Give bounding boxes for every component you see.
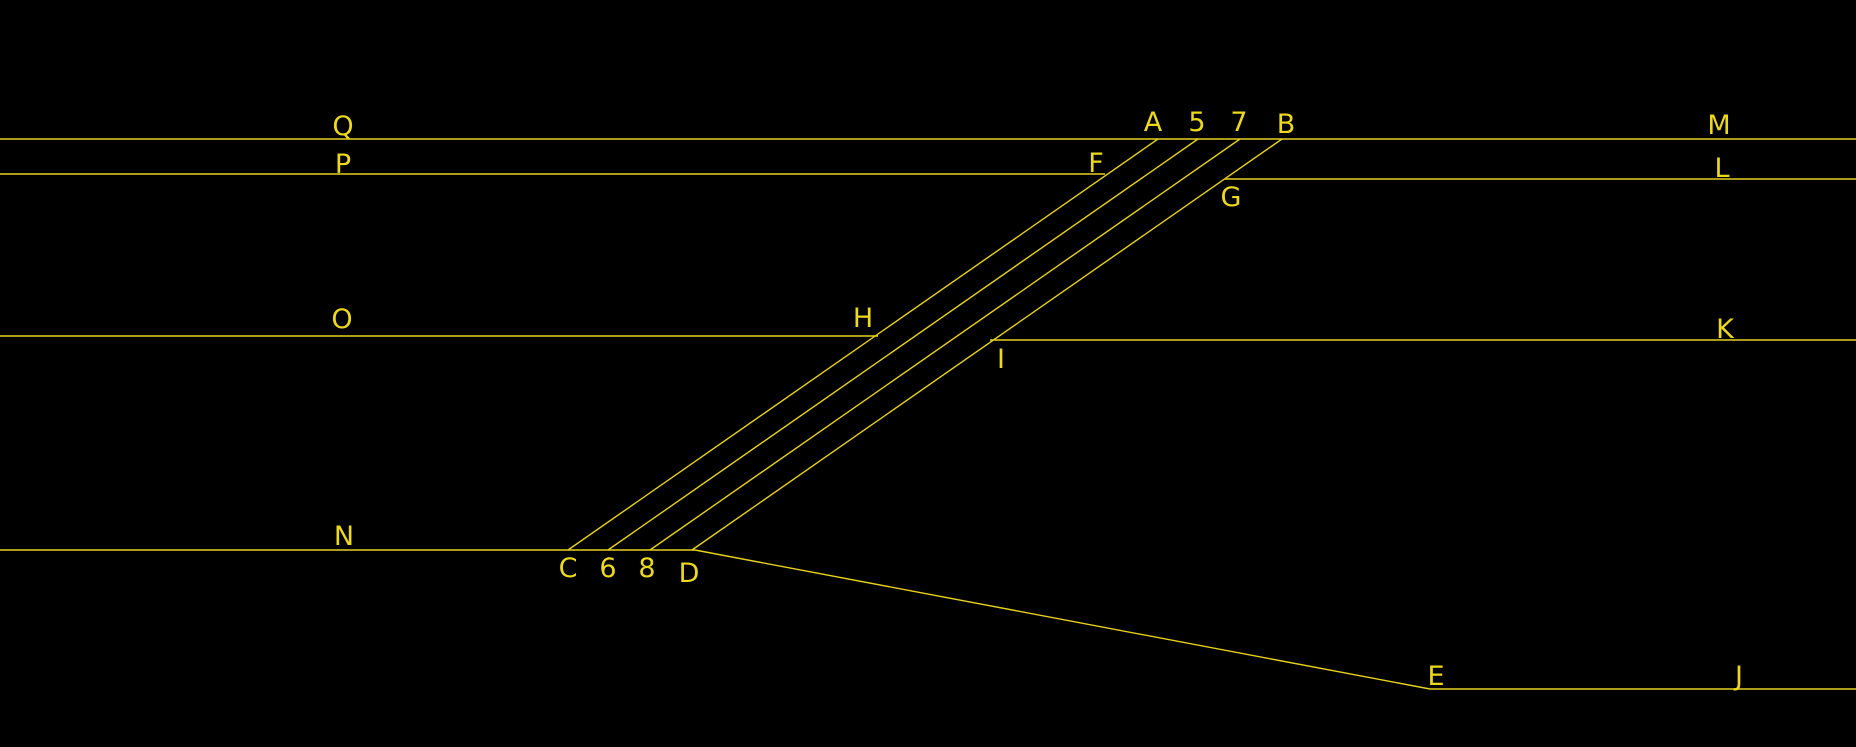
label-7: 7	[1230, 107, 1247, 138]
label-6: 6	[599, 553, 616, 584]
label-8: 8	[638, 553, 655, 584]
label-j: J	[1733, 661, 1743, 692]
label-c: C	[559, 553, 578, 584]
label-e: E	[1427, 661, 1444, 692]
diagonal-7-8	[649, 138, 1241, 551]
label-b: B	[1277, 109, 1296, 140]
slope-d-e	[694, 549, 1431, 690]
label-q: Q	[332, 111, 353, 142]
diagonal-5-6	[607, 138, 1199, 551]
label-m: M	[1707, 110, 1730, 141]
label-n: N	[334, 521, 354, 552]
label-5: 5	[1188, 107, 1205, 138]
label-o: O	[331, 304, 352, 335]
label-i: I	[997, 344, 1005, 375]
label-h: H	[853, 303, 873, 334]
diagonal-b-d	[691, 138, 1283, 551]
label-g: G	[1221, 182, 1242, 213]
label-d: D	[679, 558, 700, 589]
label-k: K	[1716, 314, 1735, 345]
label-l: L	[1714, 153, 1729, 184]
label-p: P	[335, 149, 351, 180]
diagonal-a-c	[567, 138, 1159, 551]
label-f: F	[1088, 148, 1104, 179]
label-a: A	[1144, 107, 1163, 138]
